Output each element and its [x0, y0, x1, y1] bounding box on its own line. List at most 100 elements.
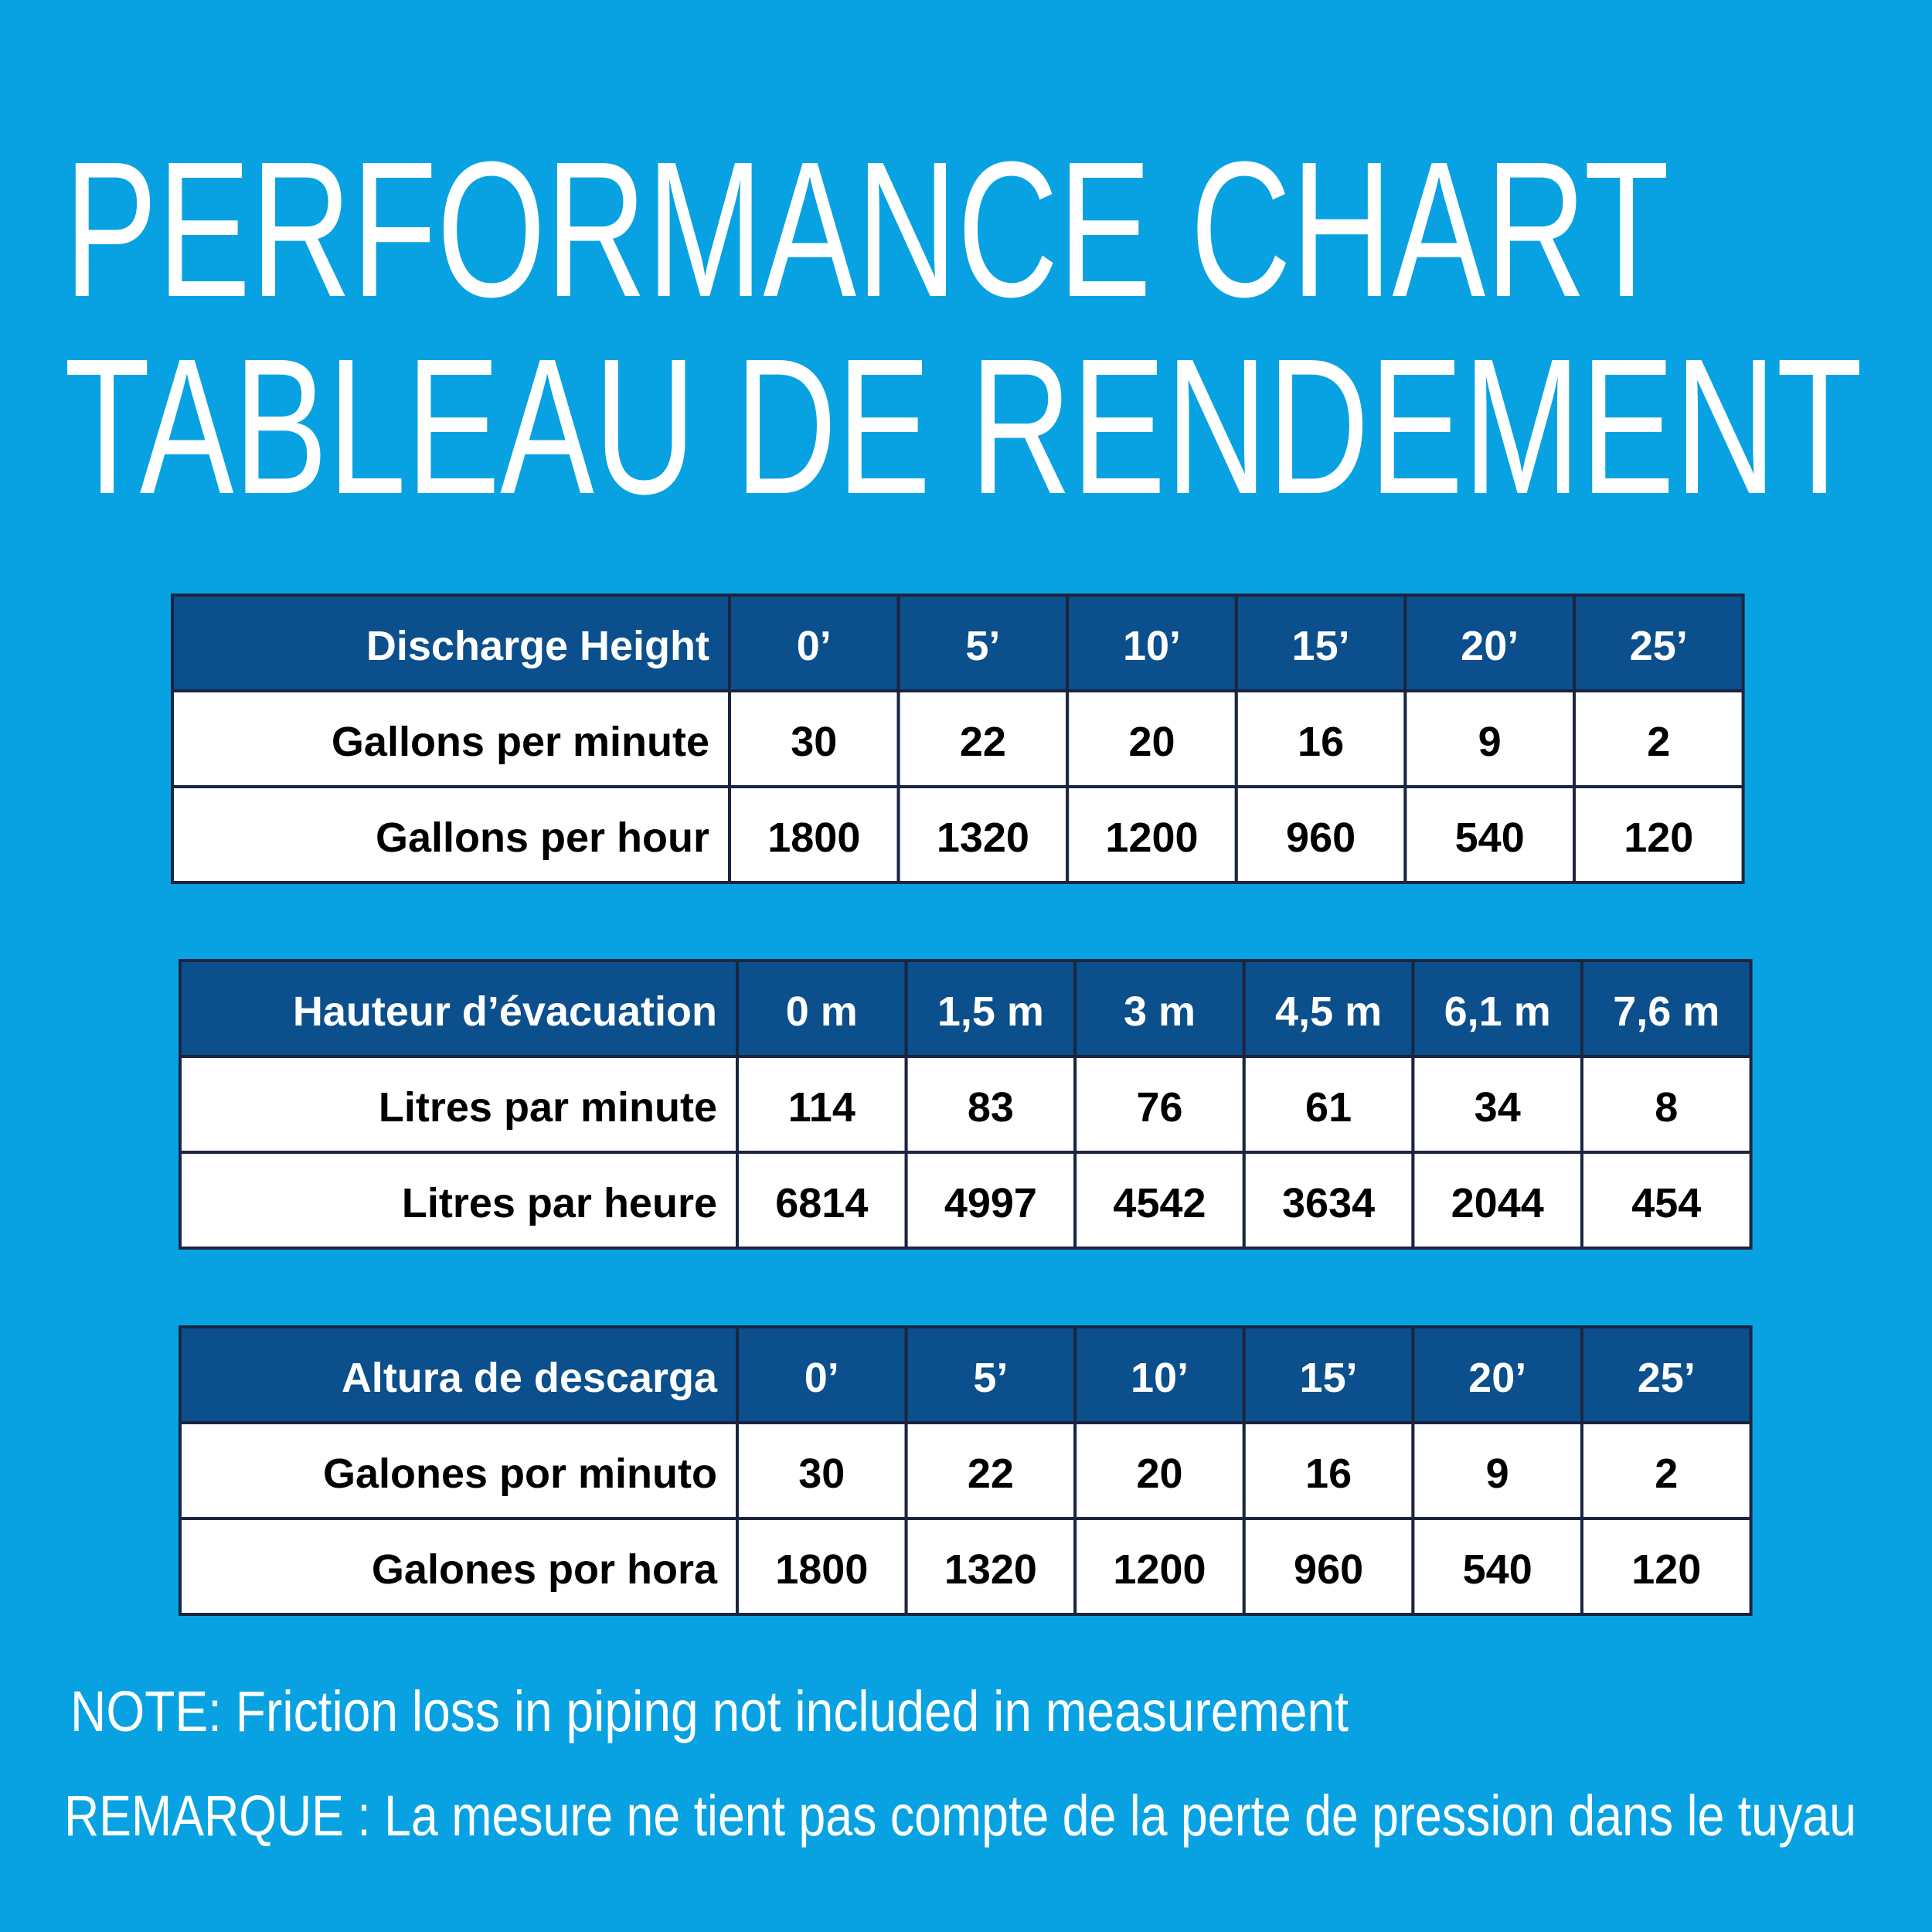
header-text: 20’	[1468, 1355, 1526, 1401]
table-cell	[1073, 1421, 1246, 1520]
table-cell	[179, 1055, 739, 1154]
cell-value: 20	[1128, 719, 1175, 765]
table-cell	[1066, 785, 1238, 884]
row-label: Litres par heure	[402, 1180, 717, 1226]
title: TABLEAU DE RENDEMENT	[64, 318, 1862, 534]
table-cell	[1242, 1421, 1415, 1520]
cell-value: 1800	[767, 815, 860, 861]
cell-value: 8	[1655, 1084, 1678, 1131]
cell-value: 2	[1647, 719, 1670, 765]
table-cell	[1073, 1517, 1246, 1616]
table-cell	[904, 1517, 1077, 1616]
cell-value: 1200	[1105, 815, 1198, 861]
row-label: Galones por hora	[372, 1546, 718, 1593]
cell-value: 454	[1631, 1180, 1701, 1226]
header-text: 5’	[965, 623, 1000, 669]
table-cell	[736, 1151, 908, 1250]
table-cell	[1573, 785, 1745, 884]
cell-value: 6814	[775, 1180, 868, 1226]
header-text: 7,6 m	[1613, 988, 1719, 1035]
header-text: 25’	[1630, 623, 1688, 669]
header-text: 5’	[973, 1355, 1008, 1401]
table-cell	[1580, 1517, 1753, 1616]
header-text: 0 m	[786, 988, 858, 1035]
cell-value: 16	[1305, 1451, 1352, 1497]
header-cell	[179, 959, 739, 1058]
cell-value: 3634	[1282, 1180, 1375, 1226]
cell-value: 120	[1624, 815, 1693, 861]
cell-value: 76	[1136, 1084, 1182, 1131]
cell-value: 4542	[1113, 1180, 1206, 1226]
row-label: Galones por minuto	[323, 1451, 717, 1497]
cell-value: 114	[788, 1084, 855, 1131]
cell-value: 960	[1294, 1546, 1363, 1593]
cell-value: 2	[1655, 1451, 1678, 1497]
header-cell	[179, 1325, 739, 1424]
cell-value: 20	[1136, 1451, 1182, 1497]
table-cell	[179, 1151, 739, 1250]
header-text: 4,5 m	[1275, 988, 1382, 1035]
header-cell	[1073, 1325, 1246, 1424]
header-text: 10’	[1123, 623, 1181, 669]
cell-value: 9	[1486, 1451, 1509, 1497]
cell-value: 22	[960, 719, 1006, 765]
cell-value: 540	[1455, 815, 1525, 861]
table-cell	[1411, 1517, 1584, 1616]
cell-value: 540	[1463, 1546, 1532, 1593]
table-cell	[1411, 1421, 1584, 1520]
table-cell	[1411, 1151, 1584, 1250]
header-cell	[728, 594, 900, 692]
title: PERFORMANCE CHART	[64, 121, 1669, 337]
row-label: Gallons per minute	[332, 719, 709, 765]
cell-value: 34	[1475, 1084, 1521, 1131]
table-cell	[728, 785, 900, 884]
table-cell	[1580, 1421, 1753, 1520]
header-text: 3 m	[1124, 988, 1196, 1035]
header-text: 25’	[1638, 1355, 1696, 1401]
table-cell	[904, 1055, 1077, 1154]
cell-value: 4997	[944, 1180, 1037, 1226]
cell-value: 1320	[944, 1546, 1037, 1593]
cell-value: 16	[1298, 719, 1344, 765]
table-cell	[1242, 1151, 1415, 1250]
header-text: Hauteur d’évacuation	[293, 988, 717, 1035]
row-label: Litres par minute	[379, 1084, 717, 1131]
cell-value: 22	[968, 1451, 1014, 1497]
cell-value: 61	[1305, 1084, 1352, 1131]
table-cell	[736, 1421, 908, 1520]
table-cell	[1403, 785, 1577, 884]
table-cell	[171, 689, 731, 788]
header-text: 15’	[1292, 623, 1350, 669]
header-cell	[1242, 1325, 1415, 1424]
row-label: Gallons per hour	[376, 815, 709, 861]
header-text: 0’	[797, 623, 832, 669]
header-cell	[1580, 959, 1753, 1058]
table-cell	[1242, 1517, 1415, 1616]
cell-value: 83	[968, 1084, 1014, 1131]
table-cell	[896, 785, 1070, 884]
table-cell	[904, 1151, 1077, 1250]
header-cell	[1411, 959, 1584, 1058]
header-text: 20’	[1461, 623, 1519, 669]
header-cell	[736, 959, 908, 1058]
note: NOTE: Friction loss in piping not includ…	[70, 1679, 1349, 1743]
header-cell	[904, 1325, 1077, 1424]
table-cell	[1580, 1151, 1753, 1250]
header-cell	[1580, 1325, 1753, 1424]
header-text: 10’	[1131, 1355, 1189, 1401]
cell-value: 120	[1631, 1546, 1701, 1593]
header-text: Discharge Height	[366, 623, 709, 669]
header-text: 1,5 m	[937, 988, 1044, 1035]
table-cell	[1234, 689, 1407, 788]
header-cell	[171, 594, 731, 692]
header-text: 6,1 m	[1444, 988, 1551, 1035]
cell-value: 30	[798, 1451, 845, 1497]
table-cell	[179, 1421, 739, 1520]
header-cell	[1403, 594, 1577, 692]
table-cell	[1234, 785, 1407, 884]
cell-value: 960	[1286, 815, 1355, 861]
table-cell	[179, 1517, 739, 1616]
cell-value: 2044	[1451, 1180, 1544, 1226]
